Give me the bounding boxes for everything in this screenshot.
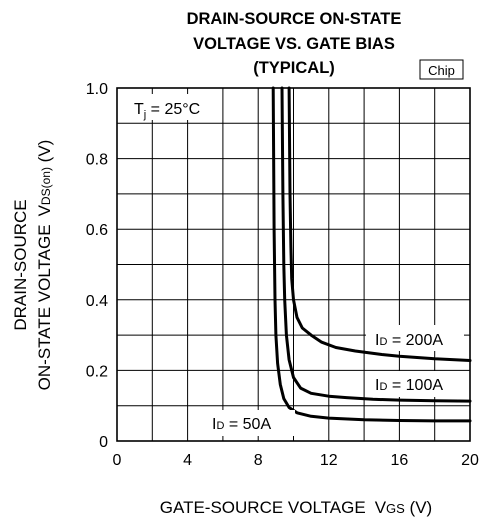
condition-sub: j [143,109,146,121]
y-axis-label-unit: (V) [35,140,54,167]
series-label-50a-sym: I [212,416,216,433]
series-label-bg-50a [205,410,295,436]
condition-rest: = 25°C [146,101,200,118]
series-label-bg-100a [366,371,464,397]
series-label-100a-sym: I [375,377,379,394]
plot-frame [116,87,471,442]
y-axis-label-sym: V [35,204,54,216]
series-label-200a-sub: D [379,336,387,348]
series-label-200a-sym: I [375,332,379,349]
series-line-id-100a [280,86,472,403]
x-axis-ticks: 0 4 8 12 16 20 [113,452,479,469]
chart-title-line-3: (TYPICAL) [253,59,335,77]
series-label-200a-rest: = 200A [387,332,443,349]
chart-title-line-1: DRAIN-SOURCE ON-STATE [187,10,402,28]
x-tick-label: 0 [113,452,122,469]
x-axis-label-sub: GS [386,501,405,516]
x-axis-label-sym: V [375,498,387,517]
grid [117,88,470,441]
x-tick-label: 12 [320,452,338,469]
x-axis-label: GATE-SOURCE VOLTAGE VGS (V) [160,498,432,517]
chart-title-line-2: VOLTAGE VS. GATE BIAS [193,35,395,53]
y-tick-label: 0 [99,434,108,451]
chip-tag-label: Chip [428,63,455,78]
y-axis-label-line-1-group: DRAIN-SOURCE [11,199,30,330]
x-tick-label: 16 [391,452,409,469]
condition-label: Tj = 25°C [134,101,200,121]
y-axis-label-line-1: DRAIN-SOURCE [11,199,30,330]
y-tick-label: 1.0 [86,81,108,98]
y-axis-label-sub: DS(on) [39,167,53,205]
series-label-50a-sub: D [216,420,224,432]
series-label-200a: ID = 200A [375,332,443,349]
series-label-100a: ID = 100A [375,377,443,394]
x-axis-label-main: GATE-SOURCE VOLTAGE [160,498,366,517]
y-tick-label: 0.8 [86,152,108,169]
x-tick-label: 4 [183,452,192,469]
y-axis-ticks: 0 0.2 0.4 0.6 0.8 1.0 [86,81,108,451]
series-label-100a-sub: D [379,381,387,393]
y-axis-label-line-2: ON-STATE VOLTAGE VDS(on) (V) [35,140,54,391]
series-label-bg-200a [366,325,464,351]
condition-sym: T [134,101,144,118]
y-axis-label-line-2-group: ON-STATE VOLTAGE VDS(on) (V) [35,140,54,391]
series-line-id-200a [287,86,472,362]
condition-label-bg [125,94,219,120]
x-tick-label: 20 [461,452,479,469]
series-label-50a-rest: = 50A [224,416,271,433]
y-tick-label: 0.6 [86,222,108,239]
y-tick-label: 0.2 [86,363,108,380]
y-tick-label: 0.4 [86,293,108,310]
series-lines [271,86,472,423]
y-axis-label-line-2-text: ON-STATE VOLTAGE [35,224,54,390]
series-label-100a-rest: = 100A [387,377,443,394]
chip-tag-box [419,59,464,80]
x-axis-label-unit: (V) [405,498,432,517]
series-line-id-50a [271,86,472,423]
x-tick-label: 8 [254,452,263,469]
series-label-50a: ID = 50A [212,416,271,433]
